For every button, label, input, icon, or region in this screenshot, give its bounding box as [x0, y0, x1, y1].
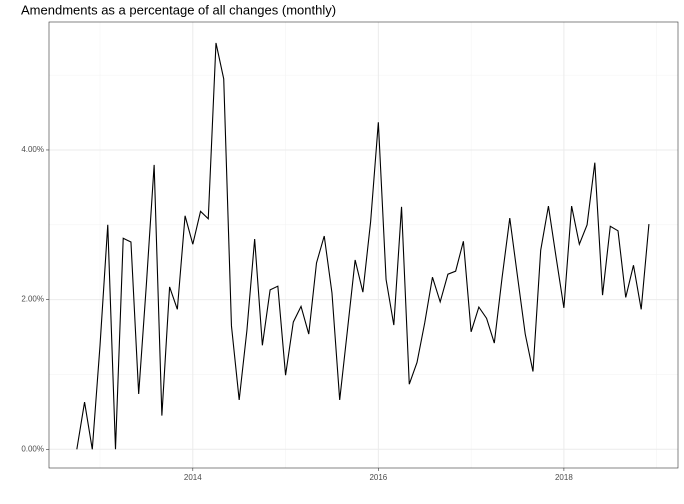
line [76, 42, 650, 450]
x-tick-label: 2016 [369, 473, 387, 482]
plot-border [48, 21, 679, 469]
x-tick-label: 2018 [555, 473, 573, 482]
chart-title: Amendments as a percentage of all change… [21, 2, 336, 17]
y-tick-label: 0.00% [21, 444, 44, 453]
y-tick-label: 2.00% [21, 295, 44, 304]
x-tick-label: 2014 [184, 473, 202, 482]
y-tick-label: 4.00% [21, 145, 44, 154]
